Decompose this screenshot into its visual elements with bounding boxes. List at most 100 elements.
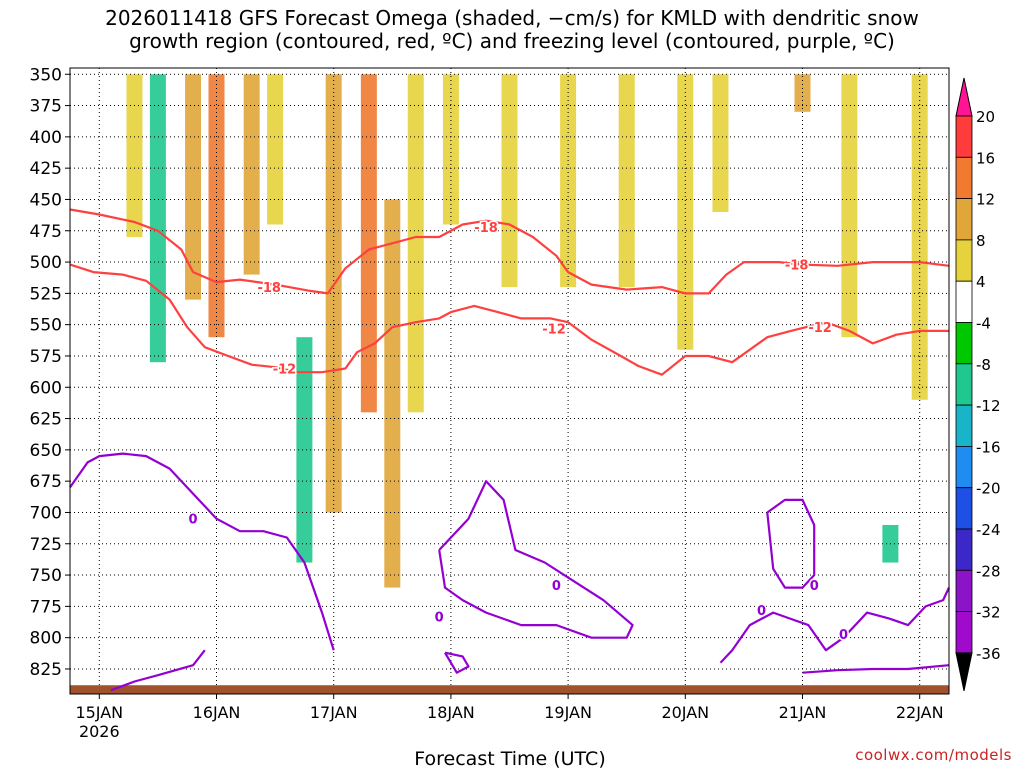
omega-shade-cell [618,74,635,288]
colorbar-segment [955,156,973,200]
y-axis: 350 375 400 425 450 475 500 525 550 575 600 625 650 6… [30,65,70,680]
colorbar-segment [955,322,973,365]
y-tick-label: 625 [30,410,62,430]
colorbar-label: -28 [976,562,1001,580]
freezing-level-contour [438,480,634,639]
credit-link[interactable]: coolwx.com/models [855,746,1012,764]
x-axis-label: Forecast Time (UTC) [414,748,605,768]
contour-label: -18 [785,259,809,274]
colorbar-label: -12 [976,397,1001,415]
colorbar-label: 20 [976,108,995,126]
colorbar-label: 16 [976,149,995,167]
omega-shade-cell [501,74,518,288]
colorbar-label: -16 [976,438,1001,456]
colorbar-label: 4 [976,273,986,291]
omega-shade-cell [325,74,342,513]
y-tick-label: 750 [30,566,62,586]
omega-shade-cell [677,74,694,350]
colorbar-label: -4 [976,315,991,333]
contour-line--12 [69,263,949,376]
contour-line-0 [69,452,335,651]
colorbar-top-triangle [955,77,973,117]
contour-label: 0 [189,513,198,528]
y-tick-label: 800 [30,629,62,649]
colorbar-bottom-triangle [955,652,973,692]
freezing-level-contour [766,498,816,589]
omega-shade-cell [442,74,459,225]
y-tick-label: 575 [30,347,62,367]
y-tick-label: 450 [30,190,62,210]
colorbar-segment [955,239,973,282]
y-tick-label: 400 [30,128,62,148]
colorbar-label: -8 [976,356,991,374]
x-tick-label: 15JAN [75,703,123,722]
contour-label: -18 [257,281,281,296]
colorbar-segment [955,445,973,489]
contour-label: -18 [474,221,498,236]
omega-shade-cell [911,74,928,400]
x-tick-label: 22JAN [896,703,944,722]
omega-shade-cell [794,74,811,112]
colorbar-segment [955,115,973,158]
contour-label: 0 [435,610,444,625]
freezing-level-contour [110,649,206,692]
omega-shade-cell [360,74,377,413]
freezing-level-contour [802,664,950,674]
y-tick-label: 600 [30,378,62,398]
omega-shade-cell [185,74,202,300]
contour-label: 0 [757,604,766,619]
omega-shade-cell [712,74,729,212]
x-tick-label: 17JAN [310,703,358,722]
contour-label: -12 [273,362,297,377]
colorbar-label: -24 [976,521,1001,539]
y-tick-label: 425 [30,159,62,179]
x-tick-label: 16JAN [193,703,241,722]
contour-label: -12 [808,321,832,336]
y-tick-label: 700 [30,503,62,523]
omega-shade-cell [267,74,284,225]
colorbar-segment [955,198,973,241]
colorbar-label: -20 [976,480,1001,498]
omega-shade-cell [384,199,401,588]
omega-shade-cell [126,74,143,238]
colorbar-segment [955,280,973,323]
x-tick-label: 18JAN [427,703,475,722]
contour-layer [69,208,950,692]
plot-frame [69,67,950,695]
y-tick-label: 650 [30,441,62,461]
y-tick-label: 725 [30,535,62,555]
colorbar-segment [955,528,973,571]
y-tick-label: 825 [30,660,62,680]
contour-label: 0 [839,628,848,643]
contour-label-layer: -18 -18 -18 -12 -12 -12 0 0 0 0 0 0 [187,220,850,645]
chart-title-line-2: growth region (contoured, red, ºC) and f… [129,29,895,53]
omega-shade-cell [407,74,424,413]
freezing-level-contour [444,651,470,674]
omega-shade-cell [296,337,313,563]
x-tick-label: 20JAN [661,703,709,722]
y-tick-label: 375 [30,97,62,117]
y-tick-label: 550 [30,316,62,336]
colorbar-label: -36 [976,645,1001,663]
colorbar-label: 8 [976,232,986,250]
colorbar-label: -32 [976,604,1001,622]
grid-layer [70,68,949,694]
colorbar-segment [955,363,973,406]
y-tick-label: 675 [30,472,62,492]
freezing-level-contour [719,587,950,664]
x-tick-label: 19JAN [544,703,592,722]
colorbar-segment [955,611,973,654]
x-tick-year-label: 2026 [79,722,120,741]
chart-title-line-1: 2026011418 GFS Forecast Omega (shaded, −… [105,6,919,30]
contour-label: 0 [810,579,819,594]
y-tick-label: 500 [30,253,62,273]
colorbar-segment [955,487,973,530]
colorbar-label: 12 [976,191,995,209]
terrain-layer [70,685,949,694]
terrain-band [70,685,949,694]
y-tick-label: 775 [30,597,62,617]
contour-label: -12 [542,322,566,337]
y-tick-label: 525 [30,284,62,304]
colorbar: 20 16 12 8 4 -4 -8 -12 -16 -20 -24 -28 -32 -36 [955,77,1001,692]
